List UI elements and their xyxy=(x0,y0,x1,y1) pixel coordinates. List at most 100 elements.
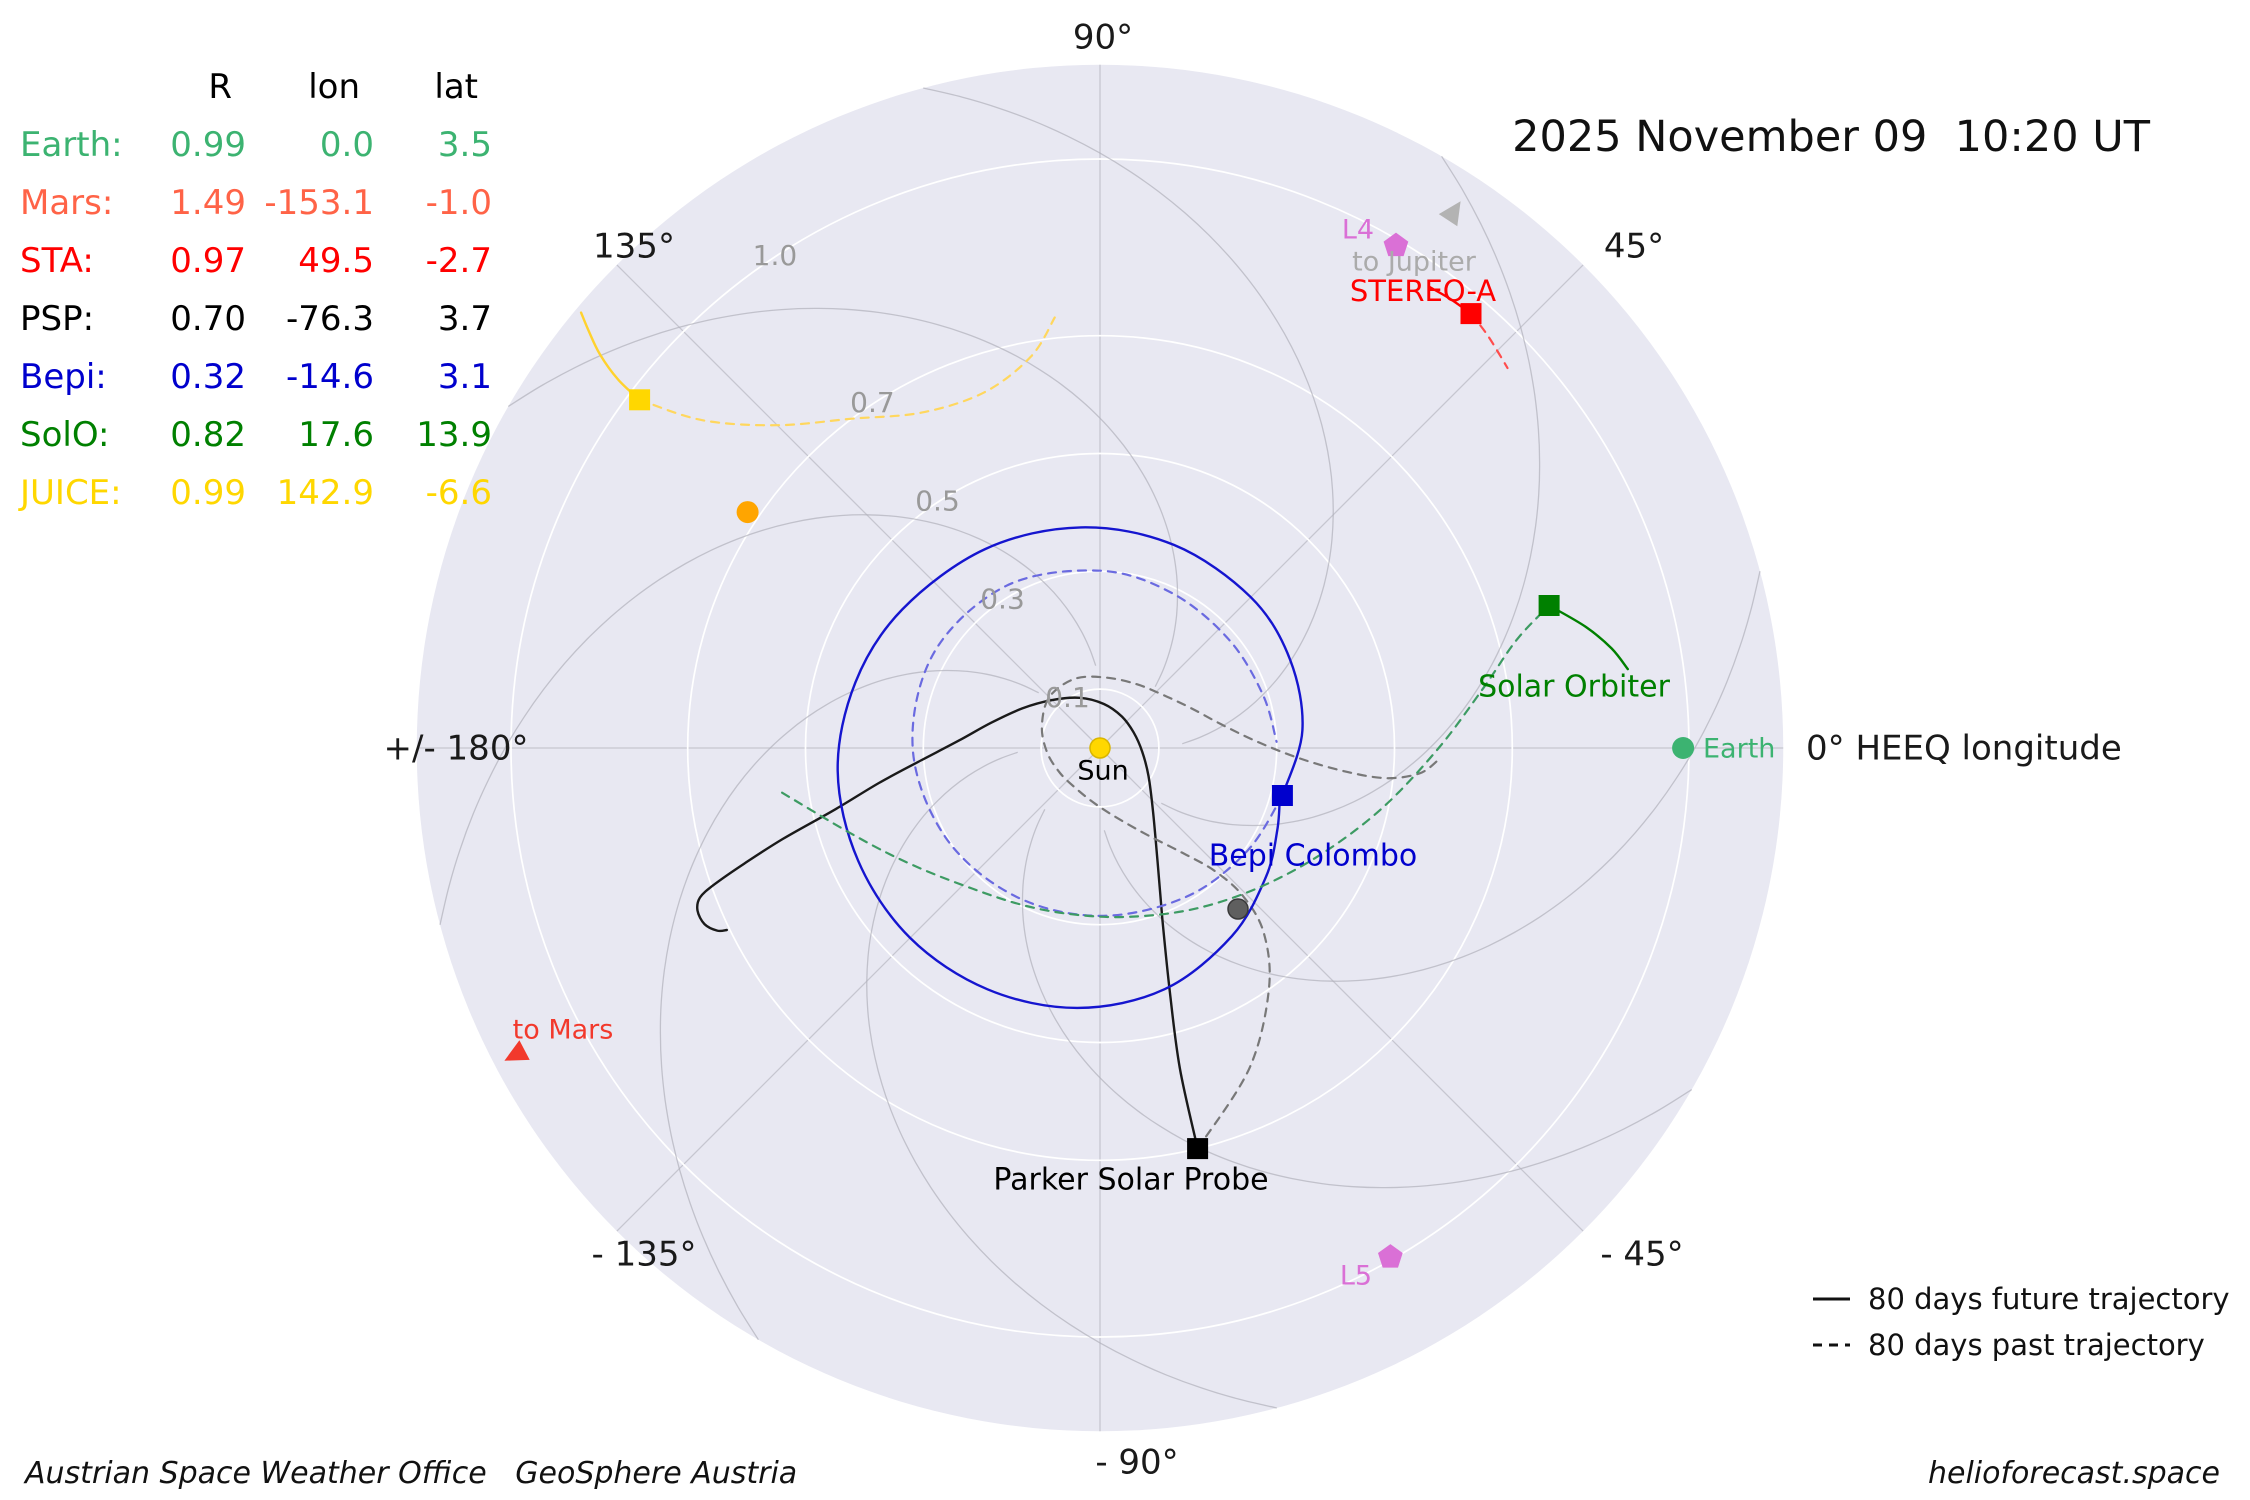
body-R: 0.97 xyxy=(170,241,246,281)
body-lat: -6.6 xyxy=(425,473,492,513)
trajectory-juice-future xyxy=(579,311,641,401)
table-row: STA: 0.97 49.5 -2.7 xyxy=(20,232,492,290)
grid-ring xyxy=(686,334,1514,1162)
table-header: lat xyxy=(434,67,478,107)
table-row: SolO: 0.82 17.6 13.9 xyxy=(20,406,492,464)
body-name: JUICE: xyxy=(20,473,122,513)
rtick-label: 0.7 xyxy=(850,386,895,419)
body-lon: 17.6 xyxy=(298,415,374,455)
body-lon: -76.3 xyxy=(286,299,374,339)
label-stereo-a: STEREO-A xyxy=(1350,274,1496,308)
angle-label: 135° xyxy=(593,227,675,267)
marker-venus xyxy=(736,501,759,524)
label-psp: Parker Solar Probe xyxy=(993,1163,1268,1198)
trajectory-legend: 80 days future trajectory 80 days past tr… xyxy=(1810,1276,2230,1368)
body-R: 1.49 xyxy=(170,183,246,223)
grid-spoke xyxy=(1099,264,1584,749)
marker-psp xyxy=(1187,1138,1209,1160)
body-lon: 49.5 xyxy=(298,241,374,281)
angle-label: - 45° xyxy=(1600,1235,1683,1275)
parker-spiral xyxy=(866,751,1277,1409)
body-lon: -153.1 xyxy=(264,183,374,223)
body-name: Earth: xyxy=(20,125,123,165)
angle-label: - 135° xyxy=(592,1235,697,1275)
parker-spiral xyxy=(507,307,1179,687)
marker-mercury xyxy=(1227,898,1249,920)
angle-label: 90° xyxy=(1073,18,1133,58)
body-R: 0.82 xyxy=(170,415,246,455)
parker-spiral xyxy=(923,87,1334,745)
angle-label: 0° HEEQ longitude xyxy=(1806,729,2122,769)
table-row: JUICE: 0.99 142.9 -6.6 xyxy=(20,464,492,522)
marker-stereo-a xyxy=(1460,303,1482,325)
body-lat: -1.0 xyxy=(425,183,492,223)
grid-spoke xyxy=(616,747,1101,1232)
credit-left: Austrian Space Weather Office GeoSphere … xyxy=(25,1456,798,1491)
body-lat: 3.1 xyxy=(437,357,492,397)
marker-sun xyxy=(1089,737,1111,759)
table-row: PSP: 0.70 -76.3 3.7 xyxy=(20,290,492,348)
legend-item: 80 days past trajectory xyxy=(1810,1322,2230,1368)
label-solo: Solar Orbiter xyxy=(1478,670,1671,705)
body-lat: -2.7 xyxy=(425,241,492,281)
marker-bepi xyxy=(1271,785,1293,806)
table-row: Bepi: 0.32 -14.6 3.1 xyxy=(20,348,492,406)
body-lon: 0.0 xyxy=(319,125,374,165)
grid-ring xyxy=(804,452,1396,1044)
marker-l4 xyxy=(1383,232,1409,257)
trajectory-solo-future xyxy=(1547,604,1629,671)
table-header: lon xyxy=(308,67,360,107)
label-earth: Earth xyxy=(1703,734,1775,765)
label-to-mars: to Mars xyxy=(513,1015,614,1046)
table-row: Earth: 0.99 0.0 3.5 xyxy=(20,116,492,174)
rtick-label: 0.3 xyxy=(980,583,1025,616)
parker-spiral xyxy=(659,669,1039,1341)
label-to-jupiter: to Jupiter xyxy=(1352,247,1477,278)
legend-label: 80 days future trajectory xyxy=(1868,1282,2230,1316)
angle-label: +/- 180° xyxy=(384,729,529,769)
body-name: Bepi: xyxy=(20,357,107,397)
body-name: Mars: xyxy=(20,183,114,223)
label-l4: L4 xyxy=(1342,215,1374,246)
body-name: PSP: xyxy=(20,299,95,339)
label-bepi: Bepi Colombo xyxy=(1209,839,1418,874)
marker-to-jupiter xyxy=(1438,201,1461,227)
grid-spoke xyxy=(1099,747,1584,1232)
grid-ring xyxy=(1040,688,1160,808)
marker-earth xyxy=(1672,737,1695,759)
table-row: Mars: 1.49 -153.1 -1.0 xyxy=(20,174,492,232)
body-R: 0.70 xyxy=(170,299,246,339)
body-R: 0.32 xyxy=(170,357,246,397)
marker-l5 xyxy=(1378,1244,1403,1268)
body-lat: 3.7 xyxy=(437,299,492,339)
legend-item: 80 days future trajectory xyxy=(1810,1276,2230,1322)
credit-right: helioforecast.space xyxy=(1927,1456,2220,1491)
trajectory-bepi-past xyxy=(911,569,1284,918)
datetime-label: 2025 November 09 10:20 UT xyxy=(1512,112,2150,162)
marker-to-mars xyxy=(504,1040,530,1061)
trajectory-psp-future xyxy=(696,696,1199,1150)
trajectory-psp-past xyxy=(1040,675,1440,1150)
legend-solid-line-icon xyxy=(1813,1297,1850,1301)
trajectory-juice-past xyxy=(638,316,1056,427)
marker-solo xyxy=(1538,595,1560,616)
label-l5: L5 xyxy=(1340,1261,1372,1292)
grid-spoke xyxy=(616,264,1101,749)
trajectory-sta-past xyxy=(1469,312,1509,370)
rtick-label: 1.0 xyxy=(753,239,798,272)
table-header: R xyxy=(208,67,232,107)
trajectory-solo-past xyxy=(781,604,1551,919)
body-name: SolO: xyxy=(20,415,110,455)
body-lat: 13.9 xyxy=(416,415,492,455)
legend-label: 80 days past trajectory xyxy=(1868,1328,2205,1362)
body-name: STA: xyxy=(20,241,94,281)
parker-spiral xyxy=(1021,809,1693,1189)
trajectory-bepi-future xyxy=(836,526,1304,1010)
legend-dashed-line-icon xyxy=(1813,1343,1850,1347)
angle-label: - 90° xyxy=(1095,1443,1178,1483)
body-R: 0.99 xyxy=(170,125,246,165)
body-lon: 142.9 xyxy=(276,473,374,513)
